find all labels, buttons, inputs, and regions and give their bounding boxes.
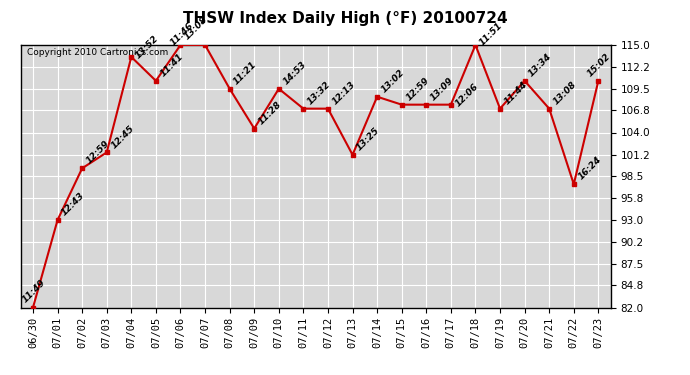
Text: 12:43: 12:43: [60, 191, 87, 217]
Text: 11:49: 11:49: [21, 278, 48, 304]
Text: 11:21: 11:21: [232, 60, 259, 86]
Text: 13:32: 13:32: [306, 80, 333, 106]
Text: 11:46: 11:46: [168, 21, 195, 47]
Text: 13:34: 13:34: [527, 52, 553, 78]
Text: 13:52: 13:52: [134, 34, 160, 61]
Text: THSW Index Daily High (°F) 20100724: THSW Index Daily High (°F) 20100724: [183, 11, 507, 26]
Text: 12:59: 12:59: [85, 139, 111, 166]
Text: 13:08: 13:08: [552, 80, 578, 106]
Text: 13:09: 13:09: [428, 76, 455, 102]
Text: 11:44: 11:44: [502, 80, 529, 106]
Text: 12:45: 12:45: [109, 123, 136, 150]
Text: 13:08: 13:08: [183, 15, 210, 42]
Text: 16:24: 16:24: [576, 155, 603, 182]
Text: 12:06: 12:06: [453, 82, 480, 109]
Text: 11:28: 11:28: [257, 99, 284, 126]
Text: 14:53: 14:53: [282, 60, 308, 86]
Text: 12:13: 12:13: [331, 80, 357, 106]
Text: 11:41: 11:41: [158, 52, 185, 78]
Text: 12:59: 12:59: [404, 76, 431, 102]
Text: 11:51: 11:51: [478, 21, 504, 47]
Text: 15:02: 15:02: [586, 52, 613, 78]
Text: Copyright 2010 Cartronics.com: Copyright 2010 Cartronics.com: [27, 48, 168, 57]
Text: 13:25: 13:25: [355, 126, 382, 152]
Text: 13:02: 13:02: [380, 68, 406, 94]
